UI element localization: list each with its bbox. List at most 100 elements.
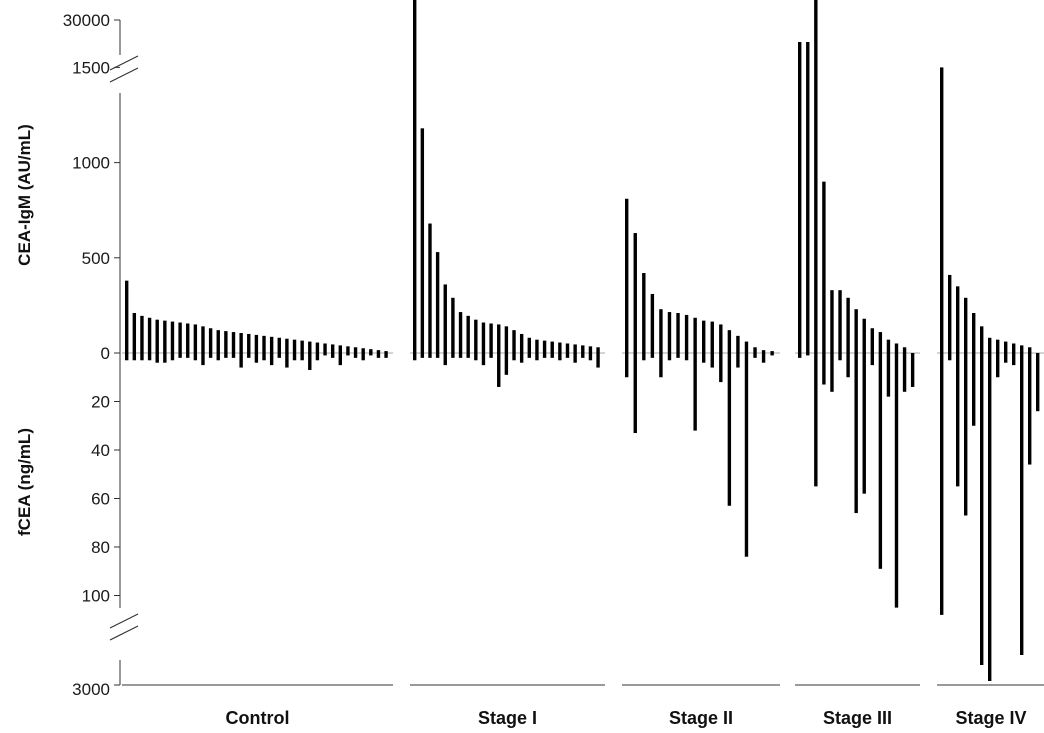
bar-cea-igm [633, 233, 637, 353]
bar-cea-igm [996, 339, 1000, 353]
bar-fcea [384, 353, 388, 358]
bar-cea-igm [550, 341, 554, 353]
bar-cea-igm [216, 330, 220, 353]
bar-fcea [451, 353, 455, 358]
bar-fcea [413, 353, 417, 361]
bar-cea-igm [504, 326, 509, 353]
bar-cea-igm [527, 337, 531, 353]
label-layer: 3000030000500100015002000250020406080100… [15, 11, 1027, 728]
y-axis-title-top: CEA-IgM (AU/mL) [15, 124, 34, 266]
bar-cea-igm [702, 320, 706, 353]
bar-cea-igm [693, 317, 697, 353]
bar-fcea [642, 353, 646, 361]
bar-cea-igm [277, 337, 281, 353]
bar-fcea [178, 353, 182, 358]
y-tick-label: 1500 [72, 58, 110, 77]
bar-cea-igm [625, 198, 629, 353]
bar-cea-igm [269, 336, 274, 353]
y-tick-label: 40 [91, 441, 110, 460]
bar-cea-igm [588, 346, 593, 353]
bar-fcea [846, 353, 850, 378]
bar-cea-igm [315, 342, 320, 353]
bar-layer [125, 0, 1040, 681]
bar-fcea [910, 353, 915, 387]
bar-cea-igm [956, 286, 960, 353]
bar-cea-igm [659, 309, 663, 353]
bar-fcea [878, 353, 883, 569]
group-label: Control [226, 708, 290, 728]
bar-cea-igm [684, 314, 689, 353]
bar-fcea [854, 353, 858, 514]
bar-fcea [527, 353, 531, 358]
bar-fcea [147, 353, 152, 361]
axis-break-mark [109, 67, 139, 83]
bar-fcea [988, 353, 992, 681]
bar-cea-igm [481, 322, 486, 353]
bar-cea-igm [413, 0, 417, 354]
bar-cea-igm [854, 309, 858, 353]
bar-cea-igm [902, 347, 907, 353]
bar-fcea [512, 353, 516, 361]
bar-fcea [753, 353, 757, 358]
y-axis-title-bottom: fCEA (ng/mL) [15, 428, 34, 536]
y-tick-label: 500 [82, 249, 110, 268]
bar-fcea [338, 353, 342, 366]
bar-fcea [972, 353, 976, 426]
bar-fcea [132, 353, 137, 361]
bar-cea-igm [744, 341, 749, 353]
bar-fcea [761, 353, 766, 363]
bar-cea-igm [642, 273, 646, 353]
bar-cea-igm [443, 284, 447, 353]
bar-fcea [353, 353, 358, 358]
bar-cea-igm [676, 313, 680, 353]
bar-fcea [806, 353, 810, 356]
bar-fcea [420, 353, 425, 358]
bar-fcea [964, 353, 968, 516]
bar-cea-igm [1004, 341, 1008, 353]
bar-cea-igm [323, 343, 327, 353]
bar-fcea [770, 353, 774, 356]
bar-fcea [458, 353, 463, 358]
bar-fcea [346, 353, 350, 356]
bar-cea-igm [581, 345, 585, 353]
bar-cea-igm [535, 339, 539, 353]
bar-cea-igm [369, 349, 373, 353]
bar-fcea [573, 353, 577, 363]
bar-cea-igm [353, 347, 358, 353]
bar-cea-igm [972, 313, 976, 353]
bar-cea-igm [208, 328, 213, 353]
bar-cea-igm [224, 331, 228, 353]
bar-cea-igm [1020, 345, 1024, 353]
bar-cea-igm [201, 326, 205, 353]
bar-fcea [588, 353, 593, 361]
bar-cea-igm [948, 274, 952, 353]
bar-fcea [814, 353, 818, 487]
y-tick-label: 100 [82, 587, 110, 606]
bar-cea-igm [770, 351, 774, 353]
bar-fcea [208, 353, 213, 358]
bar-cea-igm [862, 318, 866, 353]
bar-cea-igm [814, 0, 818, 354]
bar-fcea [902, 353, 907, 392]
bar-fcea [727, 353, 732, 506]
bar-fcea [535, 353, 539, 361]
bar-fcea [330, 353, 335, 358]
bar-cea-igm [428, 223, 432, 353]
bar-cea-igm [822, 181, 826, 353]
bar-fcea [300, 353, 304, 361]
bar-cea-igm [254, 334, 259, 353]
bar-cea-igm [140, 315, 144, 353]
bar-cea-igm [193, 324, 198, 353]
bar-fcea [163, 353, 167, 363]
bar-fcea [224, 353, 228, 358]
bar-cea-igm [308, 341, 312, 353]
axis-break-mark [109, 625, 139, 641]
bar-fcea [489, 353, 493, 358]
bar-fcea [693, 353, 697, 431]
bar-cea-igm [262, 335, 266, 353]
bar-cea-igm [1028, 347, 1032, 353]
bar-cea-igm [650, 293, 655, 353]
bar-fcea [140, 353, 144, 361]
bar-fcea [443, 353, 447, 366]
bar-cea-igm [573, 344, 577, 353]
